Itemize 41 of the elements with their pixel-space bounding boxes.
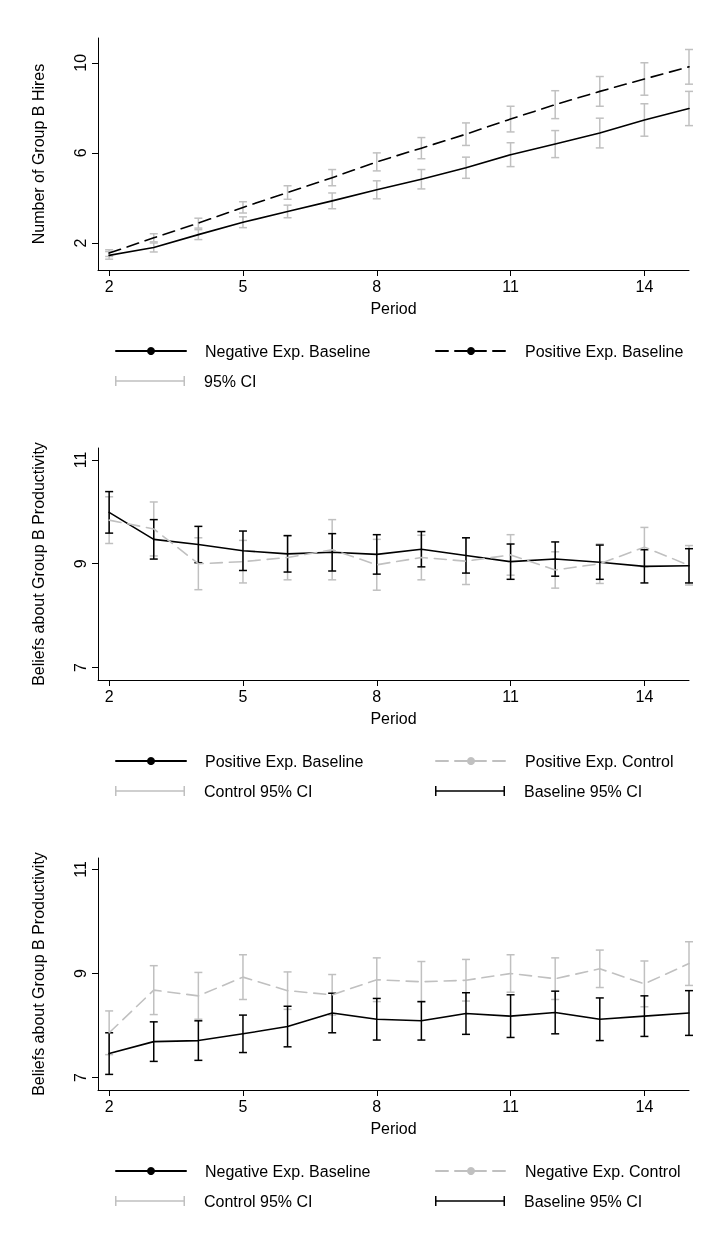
x-tick-label: 2 bbox=[104, 687, 114, 705]
legend-label: Negative Exp. Baseline bbox=[205, 342, 371, 360]
x-tick-label: 11 bbox=[502, 1097, 519, 1115]
x-tick-label: 8 bbox=[372, 1097, 382, 1115]
text: Baseline 95% CI bbox=[524, 1192, 643, 1210]
y-tick-label: 10 bbox=[71, 53, 89, 72]
y-tick-label: 11 bbox=[71, 861, 89, 878]
x-axis-title: Period bbox=[370, 299, 417, 317]
x-tick-label: 11 bbox=[502, 687, 519, 705]
y-tick-label: 2 bbox=[71, 238, 89, 248]
x-tick-label: 5 bbox=[238, 687, 248, 705]
x-tick-label: 2 bbox=[104, 277, 114, 295]
x-axis-title: Period bbox=[370, 709, 417, 727]
y-tick-label: 9 bbox=[71, 559, 89, 569]
legend-label: Positive Exp. Baseline bbox=[205, 752, 364, 770]
legend-label: Positive Exp. Baseline bbox=[525, 342, 684, 360]
y-axis-title: Beliefs about Group B Productivity bbox=[29, 852, 47, 1096]
y-axis-title: Beliefs about Group B Productivity bbox=[29, 442, 47, 686]
y-tick-label: 6 bbox=[71, 148, 89, 158]
legend-label: Positive Exp. Control bbox=[525, 752, 674, 770]
text: 95% CI bbox=[204, 372, 257, 390]
legend-label: Negative Exp. Baseline bbox=[205, 1162, 371, 1180]
y-tick-label: 11 bbox=[71, 451, 89, 469]
y-tick-label: 7 bbox=[71, 1072, 89, 1082]
x-axis-title: Period bbox=[370, 1119, 417, 1137]
x-tick-label: 8 bbox=[372, 277, 382, 295]
y-axis-title: Number of Group B Hires bbox=[29, 63, 47, 245]
y-tick-label: 7 bbox=[71, 663, 89, 672]
x-tick-label: 14 bbox=[635, 277, 654, 295]
x-tick-label: 14 bbox=[635, 687, 654, 705]
x-tick-label: 11 bbox=[502, 277, 519, 295]
x-tick-label: 2 bbox=[104, 1097, 114, 1115]
x-tick-label: 14 bbox=[635, 1097, 654, 1115]
text: Control 95% CI bbox=[204, 782, 313, 800]
text: Baseline 95% CI bbox=[524, 782, 643, 800]
y-tick-label: 9 bbox=[71, 968, 89, 978]
legend-label: Negative Exp. Control bbox=[525, 1162, 681, 1180]
x-tick-label: 5 bbox=[238, 1097, 248, 1115]
x-tick-label: 8 bbox=[372, 687, 382, 705]
text: Control 95% CI bbox=[204, 1192, 313, 1210]
x-tick-label: 5 bbox=[238, 277, 248, 295]
